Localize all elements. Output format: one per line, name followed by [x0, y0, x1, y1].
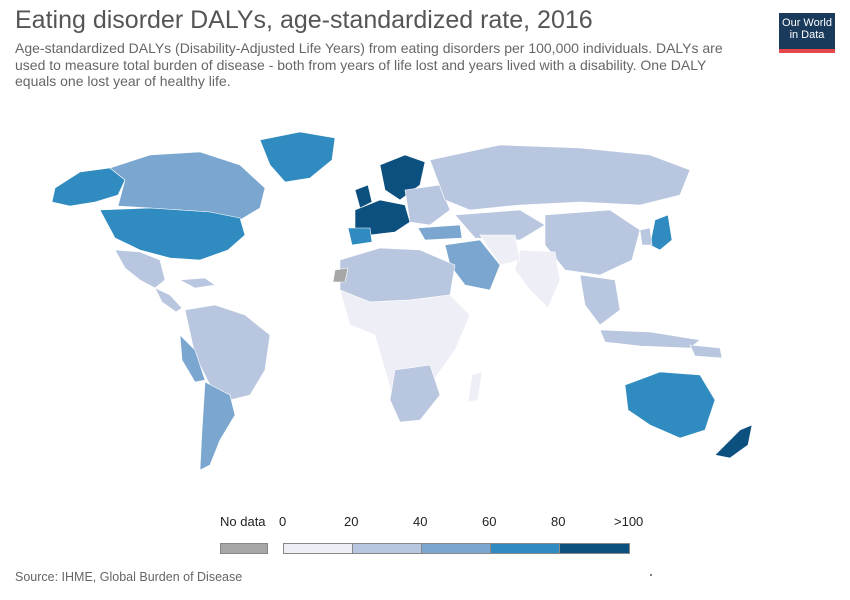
region-australia: [624, 371, 716, 439]
region-china: [544, 209, 641, 276]
region-japan: [649, 214, 673, 251]
region-south-america-north: [184, 304, 271, 401]
region-caribbean: [178, 277, 216, 289]
decorative-dot: [650, 574, 652, 576]
legend-tick-0: 0: [279, 514, 287, 529]
region-alaska: [51, 167, 126, 207]
logo-line-1: Our World: [782, 17, 832, 29]
logo-line-2: in Data: [789, 29, 825, 41]
legend-no-data-swatch[interactable]: [220, 543, 268, 554]
region-central-america: [154, 287, 183, 313]
legend-tick-60: 60: [482, 514, 497, 529]
region-central-asia: [454, 209, 546, 241]
region-greenland: [259, 131, 336, 183]
legend-bin-0-20[interactable]: [283, 543, 353, 554]
region-southern-africa: [389, 364, 441, 423]
world-map[interactable]: [0, 110, 850, 510]
region-iberia: [347, 227, 373, 246]
owid-logo[interactable]: Our World in Data: [779, 13, 835, 53]
region-indonesia: [599, 329, 701, 349]
region-peru: [179, 334, 206, 383]
region-madagascar: [467, 371, 483, 403]
legend-bin-80-100[interactable]: [559, 543, 630, 554]
region-india: [514, 249, 561, 309]
region-north-africa: [339, 247, 456, 303]
region-iran: [479, 234, 521, 266]
region-russia: [429, 144, 691, 211]
region-southeast-asia: [579, 274, 621, 326]
legend-tick-80: 80: [551, 514, 566, 529]
region-korea: [639, 227, 653, 246]
region-new-zealand: [714, 424, 753, 459]
region-uk-ireland: [354, 184, 373, 209]
legend-tick-20: 20: [344, 514, 359, 529]
region-papua-new-guinea: [689, 344, 723, 359]
legend-bin-60-80[interactable]: [490, 543, 560, 554]
region-mexico: [114, 249, 166, 289]
region-chile-argentina: [199, 381, 236, 471]
chart-subtitle: Age-standardized DALYs (Disability-Adjus…: [15, 40, 723, 89]
legend-bin-20-40[interactable]: [352, 543, 422, 554]
legend-bin-40-60[interactable]: [421, 543, 491, 554]
legend-tick-40: 40: [413, 514, 428, 529]
region-western-sahara: [332, 267, 349, 283]
chart-title: Eating disorder DALYs, age-standardized …: [15, 6, 593, 34]
region-turkey: [417, 224, 463, 241]
source-note: Source: IHME, Global Burden of Disease: [15, 570, 243, 584]
region-eastern-europe: [404, 184, 451, 226]
legend-no-data-label: No data: [220, 514, 266, 529]
legend-tick-100: >100: [614, 514, 644, 529]
region-usa: [99, 207, 246, 261]
